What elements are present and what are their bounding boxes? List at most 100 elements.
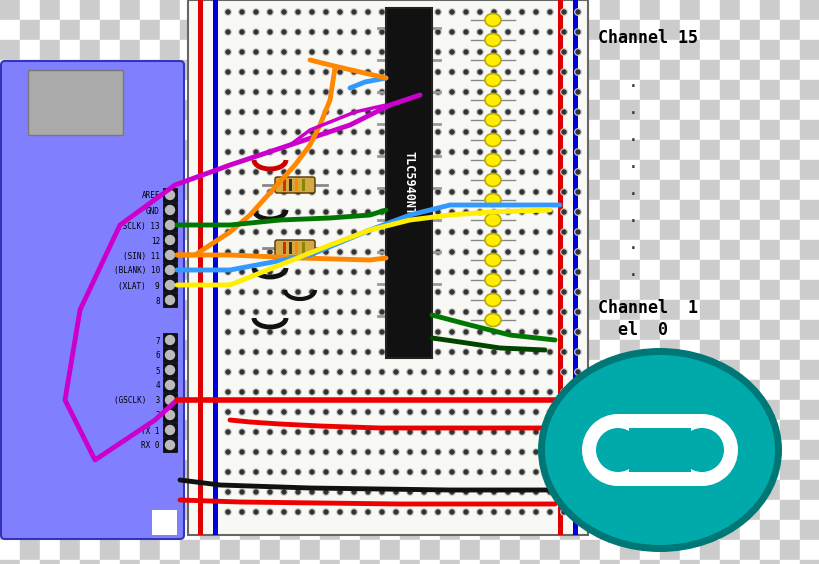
Circle shape (280, 489, 287, 495)
Bar (500, 60, 519, 80)
Bar (400, 480, 419, 500)
Circle shape (575, 310, 579, 314)
Bar (279, 180, 300, 200)
Bar (759, 20, 779, 40)
Bar (40, 0, 60, 20)
Circle shape (448, 289, 455, 295)
Circle shape (491, 389, 496, 395)
Bar (479, 80, 500, 100)
Bar (100, 380, 120, 400)
Circle shape (476, 309, 482, 315)
Circle shape (392, 389, 399, 395)
Bar (479, 160, 500, 180)
Circle shape (226, 250, 229, 254)
Bar (500, 260, 519, 280)
Circle shape (574, 49, 581, 55)
Bar (419, 340, 440, 360)
Bar (440, 100, 459, 120)
Bar (0, 520, 20, 540)
Circle shape (450, 50, 454, 54)
Bar (180, 280, 200, 300)
Circle shape (296, 310, 300, 314)
Bar (500, 320, 519, 340)
Circle shape (575, 50, 579, 54)
Bar (40, 240, 60, 260)
Circle shape (324, 310, 328, 314)
Bar (659, 420, 679, 440)
Circle shape (532, 29, 539, 35)
Circle shape (226, 290, 229, 294)
Bar (360, 380, 379, 400)
Circle shape (547, 470, 551, 474)
Bar (319, 80, 340, 100)
Bar (759, 60, 779, 80)
Circle shape (560, 29, 567, 35)
Bar (100, 360, 120, 380)
Bar (500, 280, 519, 300)
Circle shape (546, 509, 553, 515)
Circle shape (547, 30, 551, 34)
Circle shape (546, 449, 553, 455)
Circle shape (434, 309, 441, 315)
Circle shape (581, 414, 654, 486)
Circle shape (448, 469, 455, 475)
Bar (739, 180, 759, 200)
Bar (180, 120, 200, 140)
Bar (180, 340, 200, 360)
Circle shape (337, 230, 342, 234)
Circle shape (323, 129, 328, 135)
Circle shape (296, 390, 300, 394)
Bar (160, 520, 180, 540)
Circle shape (295, 229, 301, 235)
Bar (540, 340, 559, 360)
Bar (679, 380, 699, 400)
Circle shape (337, 149, 343, 155)
Circle shape (266, 49, 273, 55)
Bar (60, 340, 80, 360)
Circle shape (547, 50, 551, 54)
Circle shape (519, 230, 523, 234)
Bar (699, 380, 719, 400)
Bar (340, 420, 360, 440)
Bar (300, 400, 319, 420)
Bar (540, 280, 559, 300)
Circle shape (491, 289, 496, 295)
Bar (479, 540, 500, 560)
Bar (699, 240, 719, 260)
Bar (200, 40, 219, 60)
Bar (540, 440, 559, 460)
Circle shape (254, 430, 258, 434)
Circle shape (238, 289, 245, 295)
Circle shape (547, 70, 551, 74)
Circle shape (464, 390, 468, 394)
Circle shape (224, 29, 231, 35)
Bar (100, 260, 120, 280)
Bar (679, 100, 699, 120)
Circle shape (560, 369, 567, 375)
Circle shape (408, 210, 411, 214)
Bar (40, 60, 60, 80)
Bar (40, 400, 60, 420)
Bar (719, 400, 739, 420)
Bar (120, 260, 140, 280)
Circle shape (268, 430, 272, 434)
Circle shape (547, 90, 551, 94)
Circle shape (518, 369, 524, 375)
Circle shape (505, 510, 509, 514)
Bar (100, 40, 120, 60)
Circle shape (392, 289, 399, 295)
Circle shape (238, 9, 245, 15)
Bar (180, 540, 200, 560)
Circle shape (547, 450, 551, 454)
Circle shape (295, 129, 301, 135)
Circle shape (323, 269, 328, 275)
Bar (519, 280, 540, 300)
Bar (719, 0, 739, 20)
Circle shape (434, 449, 441, 455)
Bar (379, 400, 400, 420)
Circle shape (477, 350, 482, 354)
Circle shape (574, 309, 581, 315)
Bar (500, 0, 519, 20)
Circle shape (393, 470, 397, 474)
Bar (340, 540, 360, 560)
